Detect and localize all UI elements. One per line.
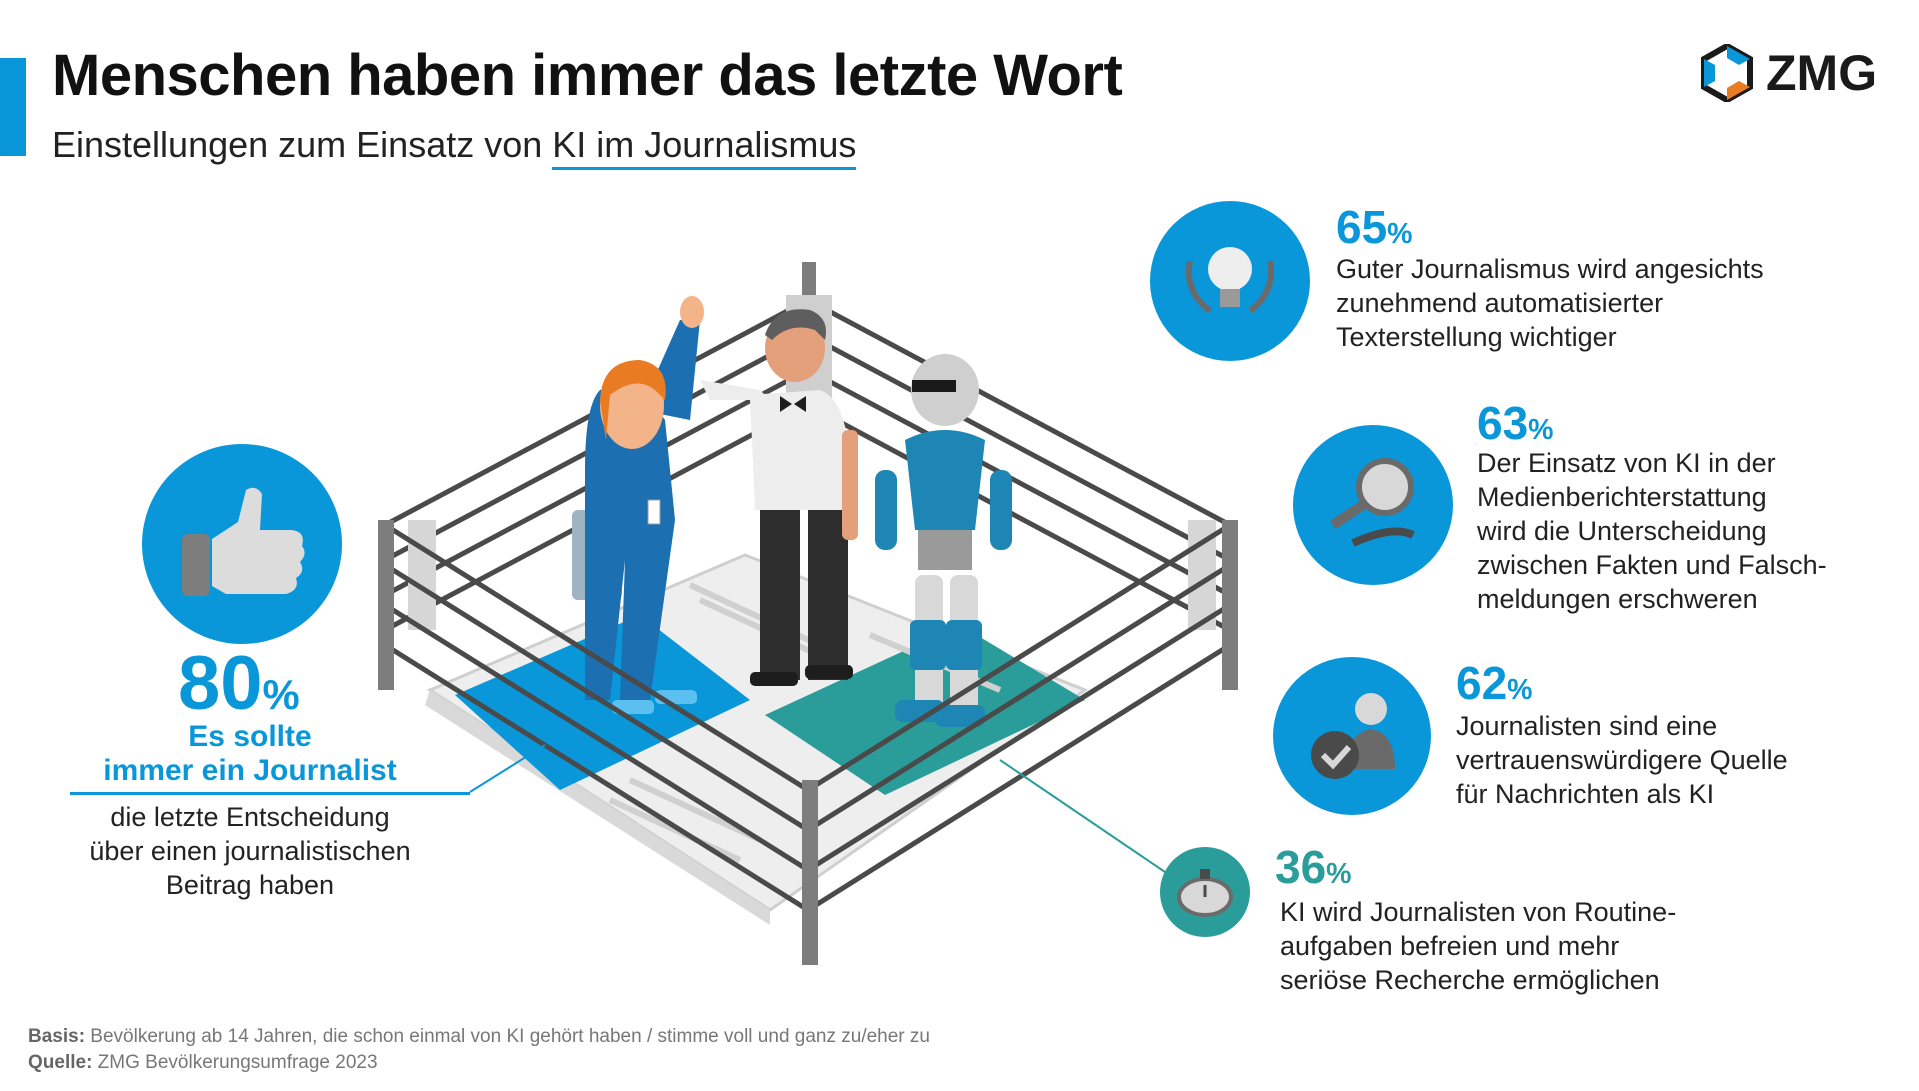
zmg-logo: ZMG [1698, 44, 1877, 102]
stat-text-line: KI wird Journalisten von Routine- [1280, 897, 1677, 927]
stat-text-line: wird die Unterscheidung [1477, 516, 1767, 546]
stat-text-line: Texterstellung wichtiger [1336, 322, 1617, 352]
main-stat-headline: Es sollte immer ein Journalist [70, 720, 430, 788]
main-stat-number: 80 [178, 641, 263, 726]
stat-36-value: 36% [1275, 840, 1352, 894]
magnifier-circle [1293, 425, 1453, 585]
stat-number: 36 [1275, 841, 1327, 893]
main-stat-headline-line: Es sollte [188, 720, 312, 753]
subtitle-highlight: KI im Journalismus [552, 124, 857, 170]
main-stat-underline [70, 792, 470, 795]
main-stat-unit: % [262, 671, 300, 718]
main-stat-text-line: Beitrag haben [165, 870, 335, 900]
page-subtitle: Einstellungen zum Einsatz von KI im Jour… [52, 124, 857, 170]
stat-62-value: 62% [1456, 656, 1533, 710]
referee-figure [700, 309, 858, 686]
robot-figure [875, 354, 1012, 727]
thumbs-up-icon [182, 487, 305, 596]
stat-unit: % [1326, 858, 1352, 890]
journalist-figure [572, 296, 704, 714]
stat-text-line: zunehmend automatisierter [1336, 288, 1664, 318]
page-title: Menschen haben immer das letzte Wort [52, 43, 1123, 108]
footer-source-text: ZMG Bevölkerungsumfrage 2023 [92, 1052, 378, 1073]
footer-basis-text: Bevölkerung ab 14 Jahren, die schon einm… [85, 1026, 930, 1047]
stat-65-text: Guter Journalismus wird angesichts zuneh… [1336, 252, 1764, 354]
stat-36-text: KI wird Journalisten von Routine- aufgab… [1280, 895, 1676, 997]
thumbs-up-circle [142, 444, 342, 644]
zmg-logo-icon [1701, 44, 1753, 102]
journalist-circle [1273, 657, 1431, 815]
stat-text-line: aufgaben befreien und mehr [1280, 931, 1620, 961]
accent-bar [0, 58, 26, 156]
main-stat-text: die letzte Entscheidung über einen journ… [50, 800, 450, 902]
stat-text-line: zwischen Fakten und Falsch- [1477, 550, 1827, 580]
stat-text-line: Guter Journalismus wird angesichts [1336, 254, 1764, 284]
stopwatch-icon [1177, 869, 1233, 917]
stat-text-line: Der Einsatz von KI in der [1477, 448, 1776, 478]
stat-text-line: seriöse Recherche ermöglichen [1280, 965, 1660, 995]
stat-number: 65 [1336, 201, 1388, 253]
stat-unit: % [1507, 674, 1533, 706]
stat-text-line: meldungen erschweren [1477, 584, 1758, 614]
stat-65-value: 65% [1336, 200, 1413, 254]
stat-63-text: Der Einsatz von KI in der Medienberichte… [1477, 446, 1827, 616]
footer-source-label: Quelle: [28, 1052, 93, 1073]
footer-source: Quelle: ZMG Bevölkerungsumfrage 2023 [28, 1052, 378, 1074]
lightbulb-circle [1150, 201, 1310, 361]
stat-62-text: Journalisten sind eine vertrauenswürdige… [1456, 709, 1788, 811]
stat-text-line: vertrauenswürdigere Quelle [1456, 745, 1788, 775]
stat-text-line: Medienberichterstattung [1477, 482, 1767, 512]
main-stat-headline-line: immer ein Journalist [103, 754, 397, 787]
footer-basis-label: Basis: [28, 1026, 86, 1047]
footer-basis: Basis: Bevölkerung ab 14 Jahren, die sch… [28, 1026, 930, 1048]
stat-number: 62 [1456, 657, 1508, 709]
stat-text-line: für Nachrichten als KI [1456, 779, 1715, 809]
stat-63-value: 63% [1477, 396, 1554, 450]
lightbulb-laurel-icon [1186, 247, 1274, 314]
main-stat-value: 80% [178, 640, 300, 727]
main-stat-text-line: über einen journalistischen [89, 836, 411, 866]
journalist-checkmark-icon [1311, 693, 1395, 779]
stat-number: 63 [1477, 397, 1529, 449]
main-stat-text-line: die letzte Entscheidung [110, 802, 390, 832]
logo-text: ZMG [1766, 45, 1878, 101]
magnifier-question-icon [1330, 458, 1415, 547]
stopwatch-circle [1160, 847, 1250, 937]
stat-text-line: Journalisten sind eine [1456, 711, 1718, 741]
subtitle-prefix: Einstellungen zum Einsatz von [52, 124, 553, 165]
stat-unit: % [1387, 218, 1413, 250]
stat-unit: % [1528, 414, 1554, 446]
